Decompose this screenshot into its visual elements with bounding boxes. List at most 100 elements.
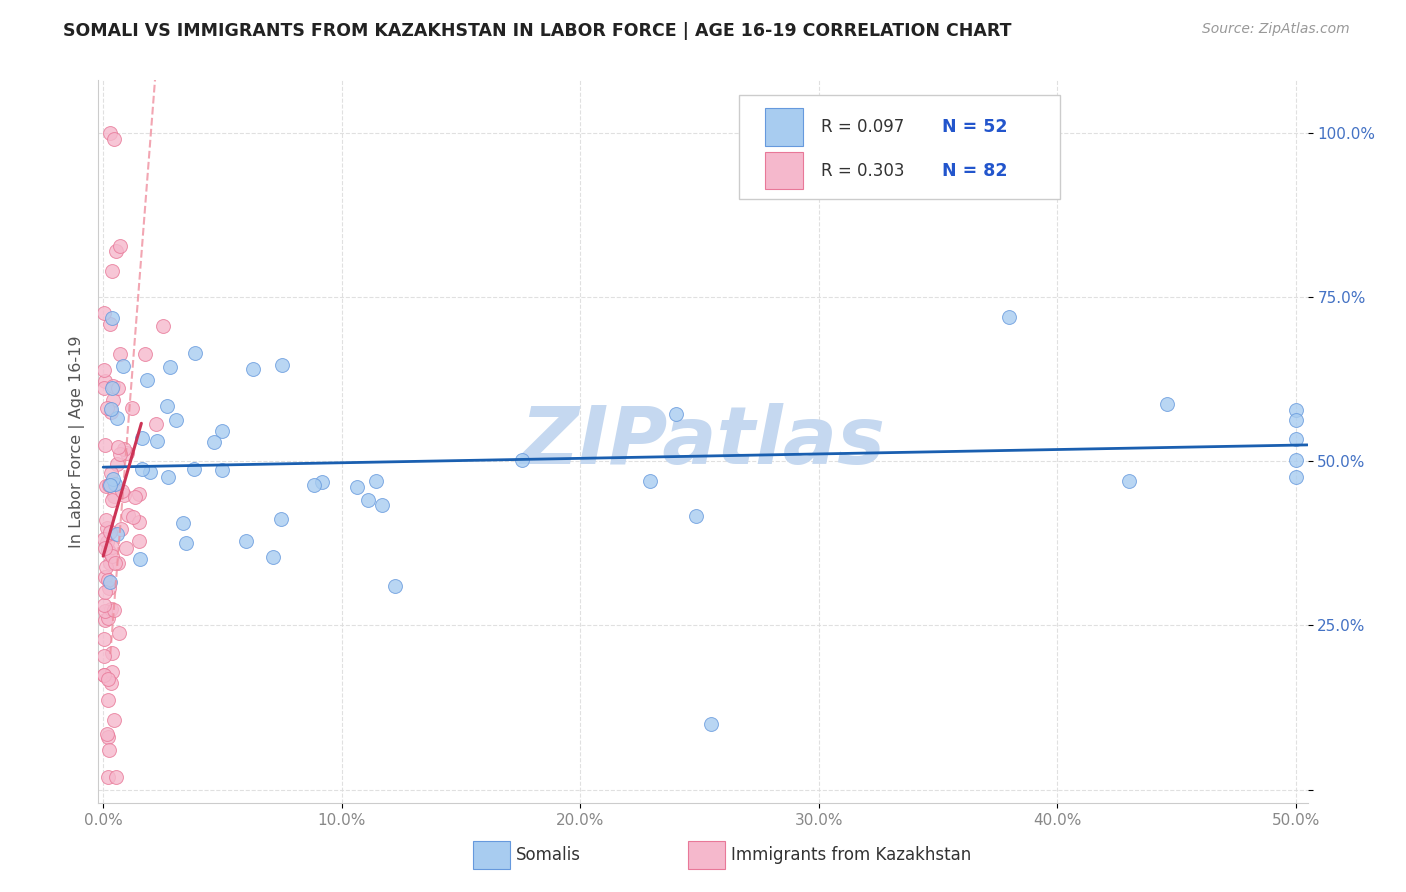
Point — [103, 713, 125, 727]
Point — [100, 381, 122, 395]
Point — [262, 550, 284, 565]
Point — [107, 381, 129, 395]
Point — [93, 668, 115, 682]
Point — [364, 474, 387, 488]
Point — [1285, 403, 1308, 417]
Point — [165, 413, 187, 427]
Point — [152, 319, 174, 334]
Point — [94, 478, 117, 492]
Point — [97, 611, 120, 625]
Point — [1156, 397, 1178, 411]
Point — [211, 463, 233, 477]
Point — [131, 431, 153, 445]
Point — [98, 524, 121, 539]
Point — [156, 470, 179, 484]
Point — [998, 310, 1021, 324]
Bar — [474, 841, 509, 869]
Point — [146, 434, 169, 448]
Y-axis label: In Labor Force | Age 16-19: In Labor Force | Age 16-19 — [69, 335, 84, 548]
Point — [105, 244, 128, 258]
Point — [112, 488, 135, 502]
Point — [94, 570, 117, 584]
Point — [384, 579, 406, 593]
Text: Somalis: Somalis — [516, 846, 581, 863]
Point — [107, 440, 129, 454]
Point — [97, 673, 120, 687]
Point — [97, 573, 120, 587]
Point — [112, 442, 135, 456]
Point — [271, 358, 294, 372]
Point — [98, 557, 121, 571]
Text: R = 0.097: R = 0.097 — [821, 119, 904, 136]
Point — [700, 717, 723, 731]
Point — [114, 541, 136, 555]
Point — [98, 546, 121, 560]
Bar — [689, 841, 724, 869]
Point — [100, 401, 122, 416]
Point — [105, 410, 128, 425]
Point — [105, 457, 128, 471]
Point — [103, 556, 125, 570]
Point — [101, 549, 124, 563]
Point — [174, 535, 197, 549]
Point — [128, 487, 150, 501]
Point — [1118, 474, 1140, 488]
Point — [131, 462, 153, 476]
Text: SOMALI VS IMMIGRANTS FROM KAZAKHSTAN IN LABOR FORCE | AGE 16-19 CORRELATION CHAR: SOMALI VS IMMIGRANTS FROM KAZAKHSTAN IN … — [63, 22, 1012, 40]
Point — [100, 405, 122, 419]
Point — [156, 400, 179, 414]
Point — [685, 509, 707, 524]
Point — [97, 770, 120, 784]
Point — [103, 489, 125, 503]
Point — [101, 472, 124, 486]
Point — [370, 498, 392, 512]
Point — [101, 378, 124, 392]
Point — [98, 317, 121, 331]
Point — [93, 604, 115, 618]
Point — [98, 478, 121, 492]
Point — [311, 475, 333, 490]
Point — [100, 466, 122, 480]
Point — [108, 447, 131, 461]
Point — [96, 535, 118, 549]
Point — [101, 311, 124, 326]
Text: Immigrants from Kazakhstan: Immigrants from Kazakhstan — [731, 846, 972, 863]
Point — [97, 543, 120, 558]
Point — [94, 374, 117, 388]
Text: Source: ZipAtlas.com: Source: ZipAtlas.com — [1202, 22, 1350, 37]
Point — [122, 510, 145, 524]
Point — [93, 532, 115, 546]
Bar — [765, 109, 803, 146]
Point — [98, 478, 121, 492]
Point — [357, 493, 380, 508]
Text: N = 82: N = 82 — [942, 161, 1008, 179]
Point — [128, 552, 150, 566]
Point — [103, 132, 125, 146]
Point — [510, 452, 533, 467]
Point — [93, 648, 115, 663]
Point — [104, 477, 127, 491]
Text: ZIPatlas: ZIPatlas — [520, 402, 886, 481]
Point — [638, 474, 661, 488]
Point — [101, 541, 124, 555]
Point — [93, 668, 115, 682]
Point — [101, 646, 124, 660]
Point — [94, 541, 117, 555]
Point — [346, 480, 368, 494]
Point — [97, 730, 120, 744]
Point — [105, 770, 128, 784]
Point — [242, 362, 264, 376]
Point — [1285, 413, 1308, 427]
Point — [270, 512, 292, 526]
Point — [183, 462, 205, 476]
Point — [93, 363, 115, 377]
Point — [100, 264, 122, 278]
Point — [159, 359, 181, 374]
Point — [172, 516, 194, 530]
Point — [93, 306, 115, 320]
Point — [665, 407, 688, 421]
Point — [110, 347, 132, 361]
Point — [103, 392, 125, 407]
Point — [128, 515, 150, 529]
Point — [96, 401, 118, 415]
